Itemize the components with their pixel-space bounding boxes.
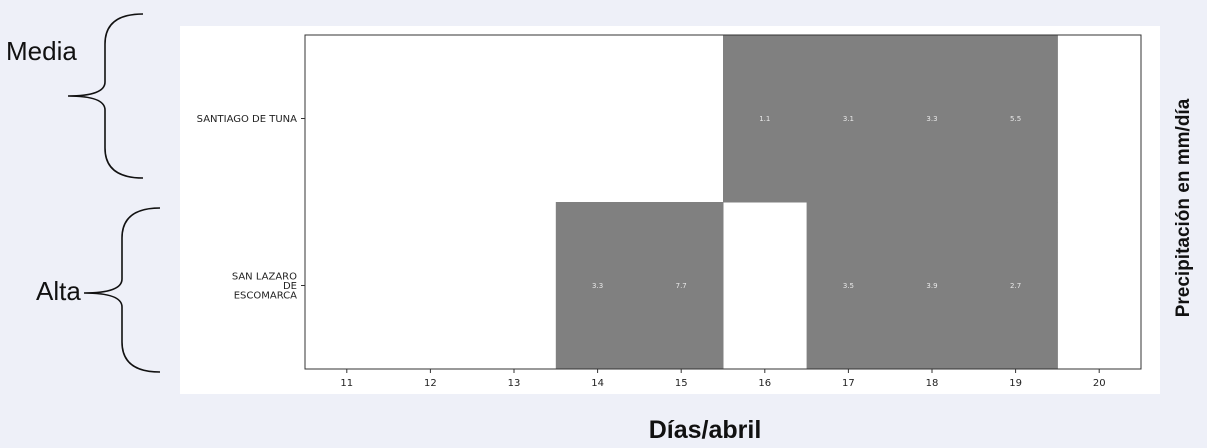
- y-tick-label: SANTIAGO DE TUNA: [197, 114, 297, 125]
- cell-value-label: 5.5: [1010, 115, 1021, 123]
- x-tick-label: 17: [842, 378, 855, 389]
- heatmap-cell: [973, 202, 1058, 370]
- heatmap-cell: [555, 202, 640, 370]
- heatmap-cells: 1.1 3.1 3.3 5.5 3.3 7.7 3.5 3.9 2.7: [555, 35, 1058, 370]
- group-braces: Media Alta: [6, 13, 161, 373]
- x-axis-title: Días/abril: [649, 416, 762, 444]
- cell-value-label: 3.5: [843, 282, 854, 290]
- x-tick-label: 13: [508, 378, 521, 389]
- heatmap-cell: [973, 35, 1058, 203]
- group-brace: [67, 13, 144, 179]
- cell-value-label: 3.9: [926, 282, 937, 290]
- heatmap-cell: [806, 202, 891, 370]
- cell-value-label: 1.1: [759, 115, 770, 123]
- cell-value-label: 2.7: [1010, 282, 1021, 290]
- group-label: Media: [6, 36, 77, 66]
- y-axis-title: Precipitación en mm/día: [1173, 98, 1194, 317]
- x-tick-label: 14: [591, 378, 604, 389]
- group-brace: [83, 207, 161, 373]
- heatmap-cell: [806, 35, 891, 203]
- cell-value-label: 7.7: [676, 282, 687, 290]
- heatmap-cell: [890, 35, 975, 203]
- heatmap-cell: [723, 35, 808, 203]
- x-tick-label: 12: [424, 378, 437, 389]
- x-tick-label: 11: [340, 378, 353, 389]
- y-axis: SANTIAGO DE TUNA SAN LAZARO DE ESCOMARCA: [197, 114, 305, 302]
- group-label: Alta: [36, 276, 81, 306]
- y-tick-label: SAN LAZARO DE ESCOMARCA: [232, 272, 297, 302]
- cell-value-label: 3.1: [843, 115, 854, 123]
- cell-value-label: 3.3: [592, 282, 603, 290]
- x-tick-label: 20: [1093, 378, 1106, 389]
- heatmap-cell: [639, 202, 724, 370]
- x-tick-label: 15: [675, 378, 688, 389]
- cell-value-label: 3.3: [926, 115, 937, 123]
- x-tick-label: 18: [926, 378, 939, 389]
- plot-frame: [304, 34, 1142, 370]
- x-tick-label: 16: [758, 378, 771, 389]
- heatmap-cell: [890, 202, 975, 370]
- x-axis: 11 12 13 14 15 16 17 18 19 20: [340, 369, 1106, 389]
- x-tick-label: 19: [1009, 378, 1022, 389]
